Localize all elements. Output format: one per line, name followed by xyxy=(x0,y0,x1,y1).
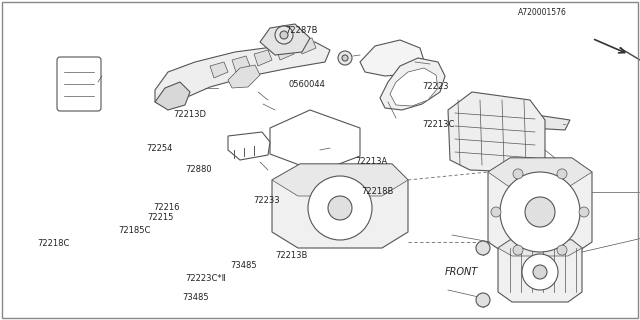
Polygon shape xyxy=(254,50,272,66)
Circle shape xyxy=(557,169,567,179)
Text: 72254: 72254 xyxy=(146,144,172,153)
Text: 72213B: 72213B xyxy=(275,252,308,260)
Polygon shape xyxy=(210,62,228,78)
Polygon shape xyxy=(380,58,445,110)
FancyBboxPatch shape xyxy=(57,57,101,111)
Text: A720001576: A720001576 xyxy=(518,8,567,17)
Polygon shape xyxy=(460,106,570,130)
Text: 72213A: 72213A xyxy=(355,157,387,166)
Polygon shape xyxy=(228,65,260,88)
Circle shape xyxy=(308,176,372,240)
Polygon shape xyxy=(498,240,582,302)
Circle shape xyxy=(491,207,501,217)
Text: 72216: 72216 xyxy=(154,204,180,212)
Polygon shape xyxy=(360,40,425,76)
Polygon shape xyxy=(155,82,190,110)
Text: 72218C: 72218C xyxy=(37,239,70,248)
Circle shape xyxy=(557,245,567,255)
Circle shape xyxy=(533,265,547,279)
Polygon shape xyxy=(448,92,545,172)
Polygon shape xyxy=(488,158,592,258)
Polygon shape xyxy=(232,56,250,72)
Circle shape xyxy=(338,51,352,65)
Circle shape xyxy=(513,245,523,255)
Polygon shape xyxy=(488,158,592,186)
Polygon shape xyxy=(272,164,408,248)
Circle shape xyxy=(280,31,288,39)
Circle shape xyxy=(579,207,589,217)
Polygon shape xyxy=(270,110,360,172)
Text: 72213C: 72213C xyxy=(422,120,455,129)
Text: 72223: 72223 xyxy=(422,82,449,91)
Polygon shape xyxy=(276,44,294,60)
Text: 72215: 72215 xyxy=(147,213,173,222)
Circle shape xyxy=(500,172,580,252)
Circle shape xyxy=(476,241,490,255)
Polygon shape xyxy=(498,240,582,256)
Text: 72185C: 72185C xyxy=(118,226,151,235)
Circle shape xyxy=(522,254,558,290)
Polygon shape xyxy=(155,42,330,108)
Text: 72880: 72880 xyxy=(186,165,212,174)
Polygon shape xyxy=(298,38,316,54)
Text: 0560044: 0560044 xyxy=(288,80,325,89)
Text: FRONT: FRONT xyxy=(445,267,478,277)
Text: 72213D: 72213D xyxy=(173,110,206,119)
Polygon shape xyxy=(272,164,408,196)
Circle shape xyxy=(513,169,523,179)
Text: 73485: 73485 xyxy=(230,261,257,270)
Text: 72223C*Ⅱ: 72223C*Ⅱ xyxy=(186,274,227,283)
Polygon shape xyxy=(260,24,310,55)
Polygon shape xyxy=(228,132,270,160)
Text: 72218B: 72218B xyxy=(362,188,394,196)
Text: 73485: 73485 xyxy=(182,293,209,302)
Circle shape xyxy=(342,55,348,61)
Polygon shape xyxy=(390,68,438,106)
Text: 72287B: 72287B xyxy=(285,26,317,35)
Circle shape xyxy=(275,26,293,44)
Text: 72233: 72233 xyxy=(253,196,280,205)
Circle shape xyxy=(525,197,555,227)
Circle shape xyxy=(476,293,490,307)
Circle shape xyxy=(328,196,352,220)
